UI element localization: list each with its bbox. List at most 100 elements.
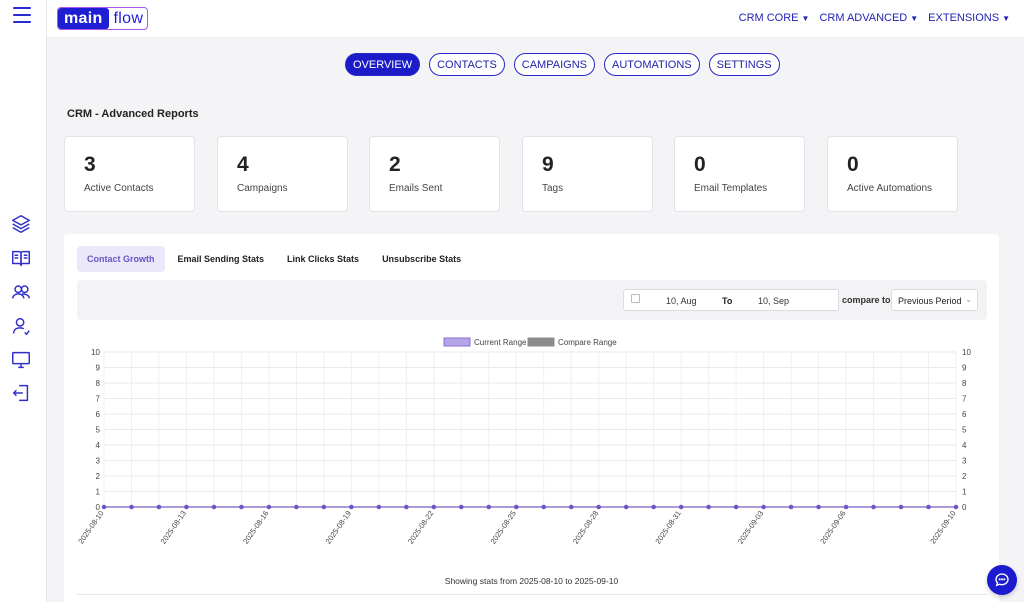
tab-unsubscribe-stats[interactable]: Unsubscribe Stats <box>382 254 462 264</box>
data-point <box>568 504 574 510</box>
stat-label: Tags <box>542 183 564 194</box>
logo-text-flow: flow <box>113 10 144 27</box>
y-tick-label-left: 6 <box>96 410 101 419</box>
x-tick-label: 2025-09-10 <box>928 509 957 546</box>
y-tick-label-left: 1 <box>96 488 101 497</box>
nav-extensions[interactable]: EXTENSIONS ▼ <box>928 12 1010 24</box>
main-tabs: OVERVIEW CONTACTS CAMPAIGNS AUTOMATIONS … <box>345 53 780 76</box>
y-tick-label-right: 1 <box>962 488 967 497</box>
mainflow-logo[interactable]: main flow <box>57 7 148 30</box>
data-point <box>266 504 272 510</box>
hamburger-menu-icon[interactable] <box>13 7 31 25</box>
book-icon[interactable] <box>10 247 32 269</box>
data-point <box>541 504 547 510</box>
data-point <box>458 504 464 510</box>
data-point <box>706 504 711 510</box>
data-point <box>376 504 382 510</box>
y-tick-label-left: 5 <box>96 426 101 435</box>
x-tick-label: 2025-08-19 <box>324 509 353 546</box>
date-to-input[interactable]: 10, Sep <box>758 296 790 306</box>
y-tick-label-right: 2 <box>962 472 967 481</box>
date-range-separator: To <box>722 296 733 306</box>
x-tick-label: 2025-08-16 <box>241 509 270 546</box>
y-tick-label-right: 10 <box>962 348 971 357</box>
data-point <box>431 504 437 510</box>
date-range-picker[interactable]: 10, Aug To 10, Sep <box>623 289 839 311</box>
chevron-down-icon: ▼ <box>1002 13 1010 23</box>
contact-growth-chart: Current Range Compare Range 0 0 1 1 2 2 3 3 4 4 5 5 6 6… <box>76 337 971 546</box>
data-point <box>486 504 492 510</box>
stats-range-note: Showing stats from 2025-08-10 to 2025-09… <box>444 576 619 586</box>
logout-icon[interactable] <box>10 382 32 404</box>
chat-bubble-icon <box>995 573 1009 587</box>
table-top-border <box>77 594 987 595</box>
chat-button[interactable] <box>987 565 1017 595</box>
x-tick-label: 2025-08-25 <box>489 509 518 546</box>
nav-crm-advanced[interactable]: CRM ADVANCED ▼ <box>819 12 918 24</box>
tab-email-sending-stats[interactable]: Email Sending Stats <box>177 254 265 264</box>
data-point <box>898 504 904 510</box>
data-point <box>596 504 602 510</box>
y-tick-label-left: 3 <box>96 457 101 466</box>
stat-card-email-templates: 0 Email Templates <box>674 136 805 212</box>
y-tick-label-right: 0 <box>962 503 967 512</box>
compare-select-value: Previous Period <box>898 296 962 306</box>
user-icon[interactable] <box>10 315 32 337</box>
stat-card-tags: 9 Tags <box>522 136 653 212</box>
tab-overview[interactable]: OVERVIEW <box>345 53 421 76</box>
data-point <box>788 504 794 510</box>
tab-contact-growth[interactable]: Contact Growth <box>77 246 165 272</box>
top-nav: CRM CORE ▼ CRM ADVANCED ▼ EXTENSIONS ▼ <box>739 12 1010 24</box>
date-from-input[interactable]: 10, Aug <box>666 296 697 306</box>
legend-swatch <box>443 337 471 347</box>
chevron-down-icon: ▼ <box>910 13 919 23</box>
y-tick-label-right: 3 <box>962 457 967 466</box>
data-point <box>294 504 299 510</box>
data-point <box>871 504 876 510</box>
tab-settings[interactable]: SETTINGS <box>708 53 780 76</box>
nav-label: CRM ADVANCED <box>819 12 908 24</box>
y-tick-label-right: 4 <box>962 441 967 450</box>
data-point <box>129 504 134 510</box>
y-tick-label-right: 6 <box>962 410 967 419</box>
data-point <box>926 504 931 510</box>
data-point <box>651 504 656 510</box>
tab-automations[interactable]: AUTOMATIONS <box>603 53 700 76</box>
stat-card-campaigns: 4 Campaigns <box>217 136 348 212</box>
data-point <box>761 504 766 510</box>
data-point <box>733 504 739 510</box>
y-tick-label-left: 7 <box>96 395 101 404</box>
top-bar: main flow CRM CORE ▼ CRM ADVANCED ▼ EXTE… <box>47 0 1024 38</box>
calendar-icon <box>631 294 640 303</box>
report-panel: Contact Growth Email Sending Stats Link … <box>64 234 999 602</box>
stat-card-emails-sent: 2 Emails Sent <box>369 136 500 212</box>
stat-label: Active Automations <box>847 183 933 194</box>
tab-campaigns[interactable]: CAMPAIGNS <box>513 53 595 76</box>
stat-value: 3 <box>84 153 96 176</box>
tab-link-clicks-stats[interactable]: Link Clicks Stats <box>287 254 360 264</box>
chevron-down-icon: ▼ <box>801 13 810 23</box>
y-tick-label-left: 4 <box>96 441 101 450</box>
compare-select[interactable]: Previous Period ⌄ <box>891 289 978 311</box>
nav-crm-core[interactable]: CRM CORE ▼ <box>739 12 810 24</box>
stat-card-active-contacts: 3 Active Contacts <box>64 136 195 212</box>
data-point <box>953 504 959 510</box>
legend-label: Current Range <box>474 338 527 347</box>
data-point <box>816 504 821 510</box>
compare-label: compare to <box>842 295 891 305</box>
report-tabs: Contact Growth Email Sending Stats Link … <box>77 246 474 272</box>
data-point <box>211 504 217 510</box>
y-tick-label-left: 8 <box>96 379 101 388</box>
chevron-down-icon: ⌄ <box>965 295 972 304</box>
stat-value: 4 <box>237 153 249 176</box>
stat-value: 2 <box>389 153 401 176</box>
y-tick-label-right: 7 <box>962 395 967 404</box>
users-icon[interactable] <box>10 281 32 303</box>
tab-contacts[interactable]: CONTACTS <box>429 53 505 76</box>
y-tick-label-left: 2 <box>96 472 101 481</box>
monitor-icon[interactable] <box>10 349 32 371</box>
data-point <box>321 504 327 510</box>
data-point <box>101 504 107 510</box>
layers-icon[interactable] <box>10 213 32 235</box>
y-tick-label-left: 9 <box>96 364 101 373</box>
